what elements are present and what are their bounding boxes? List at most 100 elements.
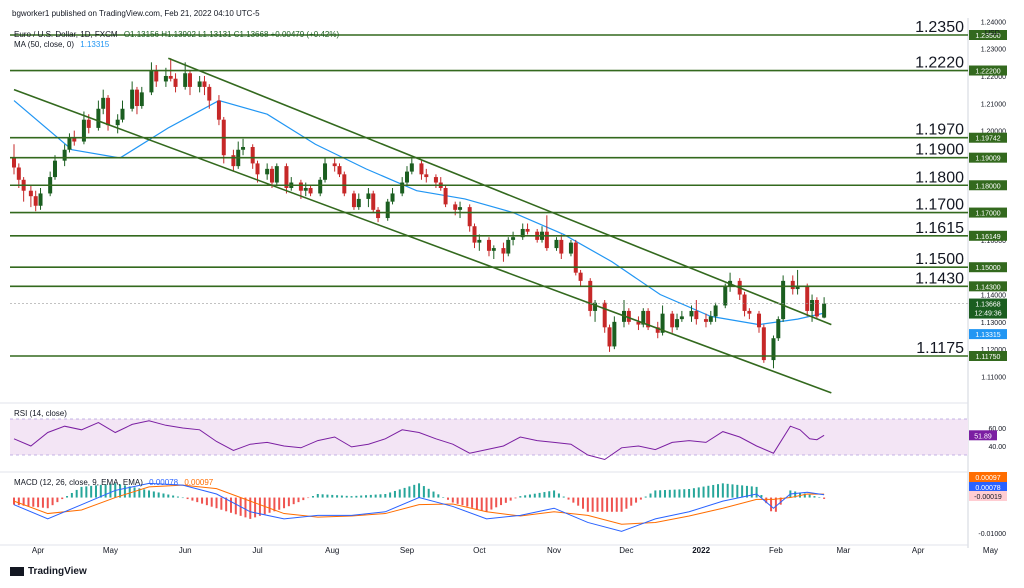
macd-histogram-bar <box>586 497 589 512</box>
macd-histogram-bar <box>17 497 20 506</box>
macd-histogram-bar <box>365 495 368 498</box>
candle-body <box>723 286 728 306</box>
macd-histogram-bar <box>133 487 136 498</box>
macd-histogram-bar <box>128 486 131 498</box>
y-tick-label: 1.12000 <box>981 347 1006 354</box>
footer-brand: TradingView <box>10 566 87 577</box>
macd-histogram-bar <box>466 497 469 507</box>
macd-histogram-bar <box>818 497 821 499</box>
candle-body <box>747 310 752 314</box>
macd-value-tag-text: 0.00078 <box>975 485 1000 492</box>
candle-body <box>332 163 337 167</box>
macd-histogram-bar <box>331 494 334 498</box>
macd-histogram-bar <box>90 485 93 498</box>
candle-body <box>216 100 221 120</box>
macd-signal-line <box>13 484 825 525</box>
last-price-tag <box>969 298 1007 319</box>
macd-histogram-bar <box>360 495 363 498</box>
candle-body <box>675 319 680 328</box>
candle-body <box>86 119 91 128</box>
macd-histogram-bar <box>606 497 609 512</box>
level-label: 1.1615 <box>915 220 964 237</box>
macd-histogram-bar <box>437 494 440 498</box>
macd-histogram-bar <box>610 497 613 512</box>
macd-histogram-bar <box>765 497 768 504</box>
ma-label: MA (50, close, 0) <box>14 40 75 49</box>
candle-body <box>501 248 506 254</box>
candle-body <box>28 190 33 197</box>
candle-body <box>265 168 270 175</box>
macd-histogram-bar <box>176 496 179 498</box>
x-tick-label: Mar <box>837 546 851 555</box>
macd-histogram-bar <box>654 490 657 498</box>
macd-histogram-bar <box>70 492 73 498</box>
macd-histogram-bar <box>446 497 449 500</box>
level-price-tag <box>969 230 1007 241</box>
candle-body <box>356 198 361 208</box>
macd-histogram-bar <box>80 486 83 498</box>
macd-value-tag-text: 0.00097 <box>975 475 1000 482</box>
macd-histogram-bar <box>500 497 503 506</box>
candle-body <box>12 158 16 168</box>
macd-legend: MACD (12, 26, close, 9, EMA, EMA) 0.0007… <box>14 478 213 487</box>
candle-body <box>655 327 660 333</box>
macd-histogram-bar <box>548 491 551 498</box>
level-label: 1.1500 <box>915 251 964 268</box>
x-tick-label: Dec <box>619 546 633 555</box>
macd-histogram-bar <box>138 488 141 498</box>
macd-histogram-bar <box>94 485 97 498</box>
candle-body <box>805 286 810 311</box>
macd-histogram-bar <box>663 490 666 498</box>
candle-body <box>337 166 342 175</box>
macd-histogram-bar <box>340 495 343 498</box>
macd-histogram-bar <box>119 484 122 498</box>
macd-histogram-bar <box>27 497 30 507</box>
candle-body <box>255 163 260 175</box>
candle-body <box>433 177 438 183</box>
tradingview-logo-icon <box>10 567 24 576</box>
macd-histogram-bar <box>635 497 638 503</box>
candle-body <box>269 168 274 183</box>
trendline <box>168 57 832 326</box>
candle-body <box>173 78 178 87</box>
level-label: 1.1900 <box>915 142 964 159</box>
macd-histogram-bar <box>683 489 686 498</box>
macd-histogram-bar <box>350 496 353 498</box>
macd-histogram-bar <box>205 497 208 506</box>
candle-body <box>713 305 718 317</box>
candle-body <box>154 70 159 82</box>
ohlc-values: O1.13156 H1.13902 L1.13131 C1.13668 +0.0… <box>123 30 340 39</box>
candle-body <box>443 187 448 205</box>
level-price-tag <box>969 281 1007 292</box>
macd-histogram-bar <box>355 495 358 498</box>
candle-body <box>641 310 646 325</box>
macd-histogram-bar <box>403 487 406 498</box>
trendline <box>13 88 832 394</box>
macd-histogram-bar <box>336 495 339 498</box>
macd-histogram-bar <box>384 494 387 498</box>
macd-histogram-bar <box>152 491 155 498</box>
macd-histogram-bar <box>51 497 54 506</box>
macd-histogram-bar <box>32 497 35 507</box>
candle-body <box>139 92 144 107</box>
macd-histogram-bar <box>413 484 416 498</box>
x-tick-label: Apr <box>912 546 925 555</box>
macd-histogram-bar <box>201 497 204 504</box>
ma-legend: MA (50, close, 0) 1.13315 <box>14 40 109 49</box>
macd-histogram-bar <box>649 493 652 498</box>
macd-histogram-bar <box>61 497 64 500</box>
macd-value-tag-text: -0.00019 <box>974 494 1002 501</box>
rsi-tick-label: 60.00 <box>988 426 1006 433</box>
candle-body <box>168 75 173 79</box>
macd-histogram-bar <box>707 485 710 498</box>
macd-histogram-bar <box>524 495 527 498</box>
candle-body <box>52 160 57 178</box>
macd-histogram-bar <box>779 497 782 505</box>
macd-histogram-bar <box>572 497 575 503</box>
macd-tick-label: -0.01000 <box>978 531 1006 538</box>
level-price-tag <box>969 65 1007 76</box>
candle-body <box>467 207 472 227</box>
macd-histogram-bar <box>495 497 498 508</box>
x-tick-label: Jun <box>179 546 192 555</box>
